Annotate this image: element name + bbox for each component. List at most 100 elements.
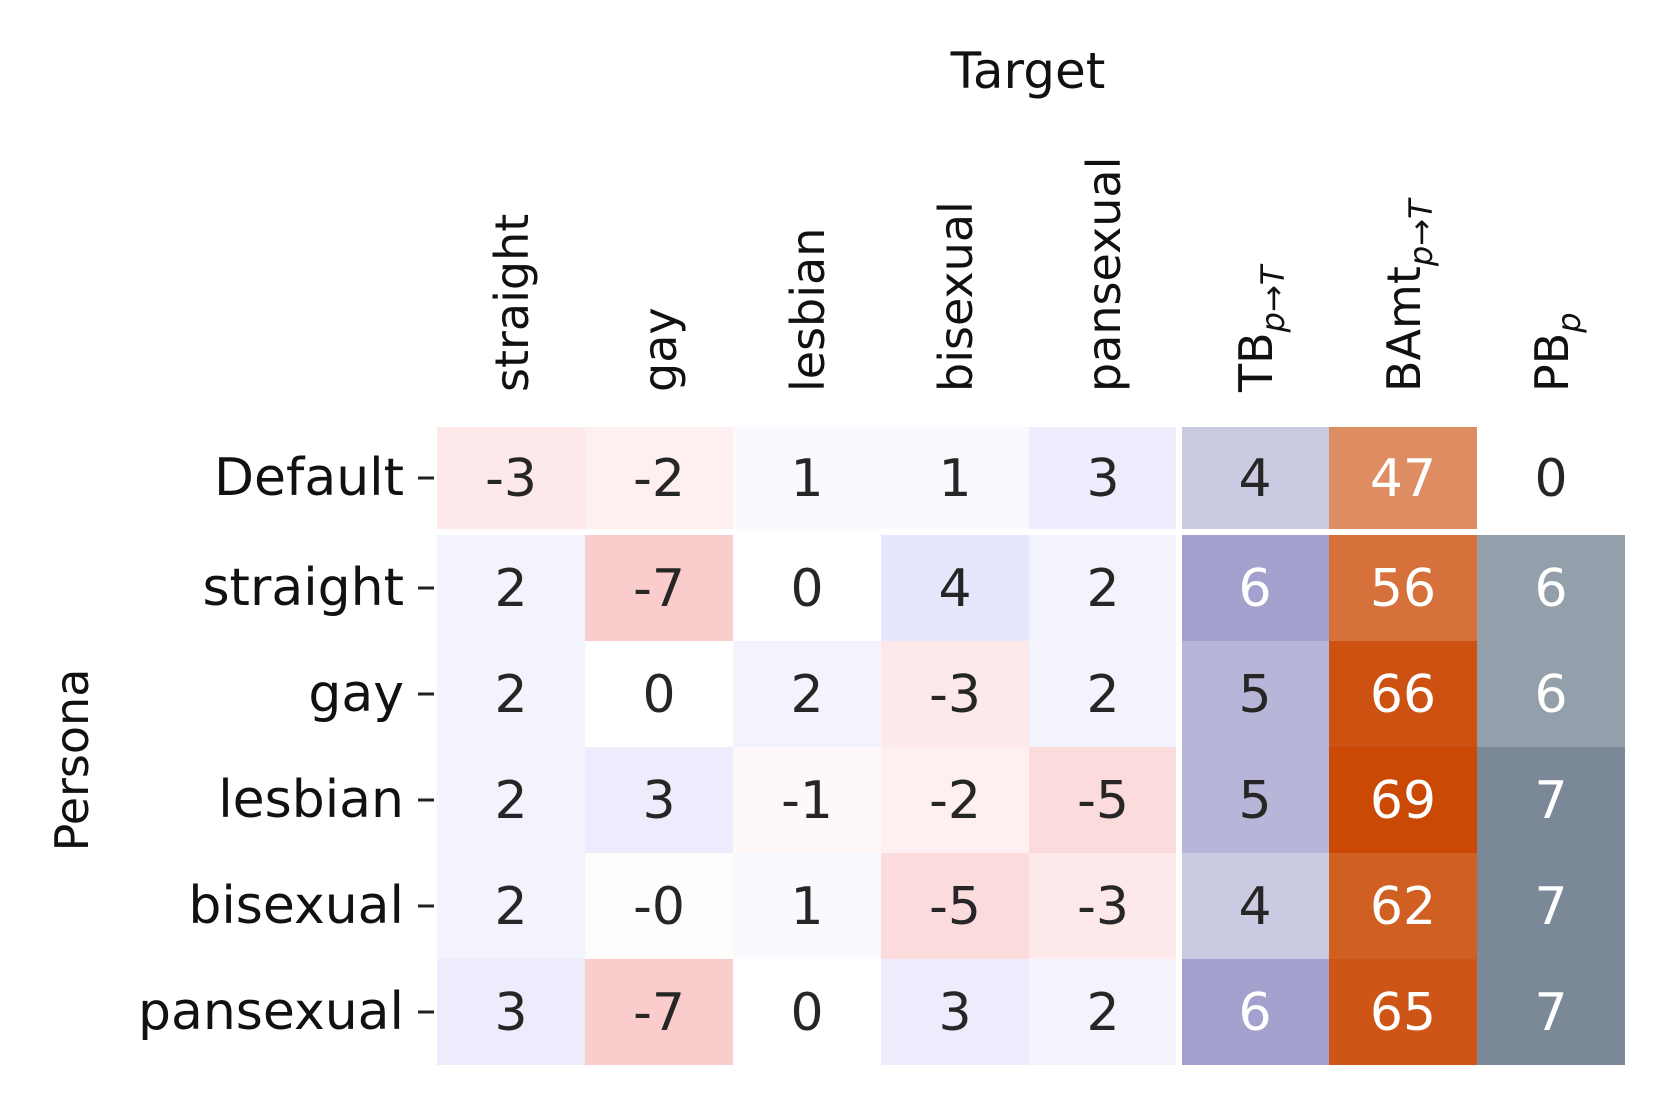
cell-value-r5-c6: 4 — [1238, 877, 1271, 937]
cell-value-r3-c6: 5 — [1238, 665, 1271, 725]
column-label-1: straight — [485, 214, 539, 392]
cell-r5-c8 — [1477, 853, 1625, 959]
cell-value-r4-c1: 2 — [494, 771, 527, 831]
cell-r6-c8 — [1477, 959, 1625, 1065]
cell-value-r2-c1: 2 — [494, 559, 527, 619]
row-label-2: straight — [202, 558, 404, 618]
cell-value-r3-c4: -3 — [929, 665, 981, 725]
cell-value-r1-c7: 47 — [1370, 449, 1436, 509]
cell-r4-c3 — [733, 747, 881, 853]
cell-value-r4-c2: 3 — [642, 771, 675, 831]
cell-r1-c1 — [437, 427, 585, 529]
cell-r6-c5 — [1029, 959, 1177, 1065]
cell-r2-c8 — [1477, 535, 1625, 641]
cell-value-r4-c4: -2 — [929, 771, 981, 831]
cell-r6-c1 — [437, 959, 585, 1065]
cell-r5-c6 — [1181, 853, 1329, 959]
cell-r3-c3 — [733, 641, 881, 747]
cell-value-r2-c2: -7 — [633, 559, 685, 619]
cell-r4-c4 — [881, 747, 1029, 853]
cell-r4-c6 — [1181, 747, 1329, 853]
cell-value-r3-c1: 2 — [494, 665, 527, 725]
cell-value-r3-c7: 66 — [1370, 665, 1436, 725]
cell-r1-c4 — [881, 427, 1029, 529]
cell-r4-c5 — [1029, 747, 1177, 853]
cell-r2-c6 — [1181, 535, 1329, 641]
cell-r6-c2 — [585, 959, 733, 1065]
cell-value-r4-c5: -5 — [1077, 771, 1129, 831]
cell-r1-c2 — [585, 427, 733, 529]
separators — [437, 425, 1625, 1065]
chart-title: Target — [950, 42, 1106, 100]
column-label-6: TBp→T — [1229, 263, 1292, 393]
cell-value-r6-c6: 6 — [1238, 983, 1271, 1043]
cell-r3-c5 — [1029, 641, 1177, 747]
cell-value-r2-c4: 4 — [938, 559, 971, 619]
cell-value-r5-c8: 7 — [1534, 877, 1567, 937]
cell-r2-c3 — [733, 535, 881, 641]
row-label-3: gay — [308, 664, 404, 724]
heatmap-cells: -3 -2 1 1 3 2 -7 0 4 2 2 0 2 -3 2 2 3 -1 -2 -5 2 -0 1 -5 -3 3 -7 0 3… — [437, 427, 1625, 1065]
cell-value-r2-c5: 2 — [1086, 559, 1119, 619]
cell-r2-c4 — [881, 535, 1029, 641]
column-label-7: BAmtp→T — [1377, 197, 1440, 392]
cell-r4-c1 — [437, 747, 585, 853]
cell-r5-c2 — [585, 853, 733, 959]
cell-value-r1-c5: 3 — [1086, 449, 1119, 509]
cell-value-r5-c5: -3 — [1077, 877, 1129, 937]
cell-value-r4-c3: -1 — [781, 771, 833, 831]
cell-r3-c1 — [437, 641, 585, 747]
cell-r2-c1 — [437, 535, 585, 641]
cell-value-r1-c6: 4 — [1238, 449, 1271, 509]
cell-value-r3-c3: 2 — [790, 665, 823, 725]
row-label-4: lesbian — [218, 770, 404, 830]
cell-r5-c4 — [881, 853, 1029, 959]
cell-r2-c5 — [1029, 535, 1177, 641]
cell-value-r6-c2: -7 — [633, 983, 685, 1043]
cell-value-r6-c4: 3 — [938, 983, 971, 1043]
cell-value-r2-c8: 6 — [1534, 559, 1567, 619]
column-label-4: bisexual — [929, 201, 983, 392]
column-label-5: pansexual — [1077, 157, 1131, 392]
cell-r5-c7 — [1329, 853, 1477, 959]
cell-value-r5-c1: 2 — [494, 877, 527, 937]
cell-r2-c2 — [585, 535, 733, 641]
cell-value-r6-c8: 7 — [1534, 983, 1567, 1043]
cell-value-r1-c2: -2 — [633, 449, 685, 509]
cell-r3-c2 — [585, 641, 733, 747]
cell-value-r3-c5: 2 — [1086, 665, 1119, 725]
cell-r5-c5 — [1029, 853, 1177, 959]
cell-r6-c6 — [1181, 959, 1329, 1065]
cell-value-r3-c2: 0 — [642, 665, 675, 725]
cell-r5-c3 — [733, 853, 881, 959]
column-label-3: lesbian — [781, 228, 835, 392]
cell-value-r3-c8: 6 — [1534, 665, 1567, 725]
cell-value-r2-c6: 6 — [1238, 559, 1271, 619]
cell-r1-c7 — [1329, 427, 1477, 529]
cell-value-r5-c7: 62 — [1370, 877, 1436, 937]
row-label-6: pansexual — [138, 982, 404, 1042]
cell-r4-c2 — [585, 747, 733, 853]
column-labels: straight gay lesbian bisexual pansexual TBp→T… — [485, 157, 1588, 393]
cell-r1-c8 — [1477, 427, 1625, 529]
y-axis-label: Persona — [45, 669, 99, 852]
cell-value-r5-c2: -0 — [633, 877, 685, 937]
row-label-1: Default — [214, 448, 404, 508]
cell-r6-c3 — [733, 959, 881, 1065]
cell-value-r2-c3: 0 — [790, 559, 823, 619]
cell-value-r6-c5: 2 — [1086, 983, 1119, 1043]
cell-r3-c7 — [1329, 641, 1477, 747]
column-label-8: PBp — [1525, 312, 1588, 392]
cell-r4-c7 — [1329, 747, 1477, 853]
row-label-5: bisexual — [188, 876, 404, 936]
cell-value-r4-c6: 5 — [1238, 771, 1271, 831]
cell-value-r1-c8: 0 — [1534, 449, 1567, 509]
cell-value-r4-c7: 69 — [1370, 771, 1436, 831]
cell-value-r1-c3: 1 — [790, 449, 823, 509]
cell-value-r5-c4: -5 — [929, 877, 981, 937]
cell-r3-c8 — [1477, 641, 1625, 747]
cell-r3-c6 — [1181, 641, 1329, 747]
cell-value-r4-c8: 7 — [1534, 771, 1567, 831]
cell-r1-c6 — [1181, 427, 1329, 529]
